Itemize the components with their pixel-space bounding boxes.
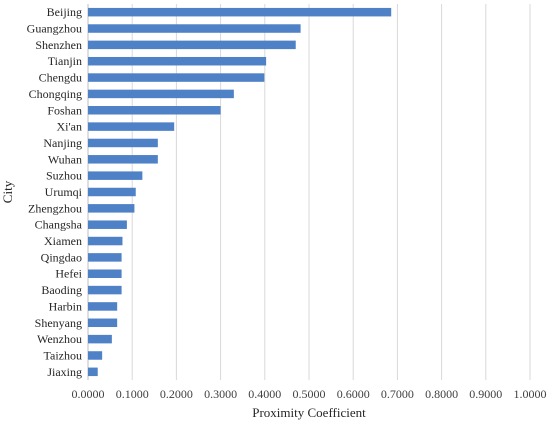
y-axis-title: City — [0, 180, 15, 203]
bar-shenyang — [88, 318, 118, 328]
category-labels: Beijing Guangzhou Shenzhen Tianjin Chengdu Ch… — [27, 5, 83, 379]
category-label: Baoding — [41, 283, 82, 297]
x-tick-label: 0.2000 — [160, 387, 193, 401]
category-label: Hefei — [55, 267, 82, 281]
bar-urumqi — [88, 187, 136, 197]
category-label: Foshan — [47, 103, 82, 117]
gridlines — [87, 4, 531, 380]
category-label: Suzhou — [46, 169, 82, 183]
category-label: Shenzhen — [35, 38, 82, 52]
x-tick-label: 0.5000 — [293, 387, 326, 401]
category-label: Xiamen — [44, 234, 82, 248]
category-label: Wenzhou — [37, 332, 82, 346]
category-label: Shenyang — [35, 316, 82, 330]
x-tick-label: 0.3000 — [204, 387, 237, 401]
bar-wenzhou — [88, 334, 112, 344]
category-label: Nanjing — [43, 136, 82, 150]
category-label: Beijing — [47, 5, 82, 19]
category-label: Xi'an — [57, 120, 83, 134]
category-label: Chongqing — [29, 87, 82, 101]
bar-chongqing — [88, 89, 234, 99]
bar-xi-an — [88, 122, 175, 131]
bar-tianjin — [88, 56, 267, 66]
bar-harbin — [88, 302, 118, 311]
category-label: Chengdu — [39, 71, 82, 85]
bar-wuhan — [88, 155, 158, 164]
x-tick-label: 0.4000 — [248, 387, 281, 401]
bar-xiamen — [88, 236, 123, 246]
category-label: Taizhou — [44, 348, 82, 362]
category-label: Qingdao — [41, 250, 82, 264]
bar-zhengzhou — [88, 204, 135, 213]
category-label: Zhengzhou — [28, 201, 82, 215]
bar-beijing — [88, 7, 392, 17]
bar-jiaxing — [88, 367, 98, 377]
category-label: Wuhan — [48, 152, 82, 166]
bar-shenzhen — [88, 40, 296, 50]
x-axis-title: Proximity Coefficient — [252, 405, 366, 420]
category-label: Changsha — [35, 218, 83, 232]
x-tick-label: 0.7000 — [381, 387, 414, 401]
category-label: Tianjin — [48, 54, 82, 68]
x-tick-label: 0.6000 — [337, 387, 370, 401]
x-tick-label: 0.8000 — [425, 387, 458, 401]
category-label: Harbin — [49, 299, 82, 313]
x-tick-label: 0.1000 — [116, 387, 149, 401]
bar-hefei — [88, 269, 122, 278]
bars — [88, 7, 392, 377]
x-tick-label: 1.0000 — [514, 387, 547, 401]
category-label: Guangzhou — [27, 22, 82, 36]
bar-guangzhou — [88, 24, 301, 33]
bar-baoding — [88, 285, 122, 295]
bar-foshan — [88, 106, 221, 115]
bar-chengdu — [88, 73, 265, 82]
bar-changsha — [88, 220, 127, 229]
bar-qingdao — [88, 253, 122, 262]
category-label: Jiaxing — [47, 365, 82, 379]
x-tick-labels: 0.0000 0.1000 0.2000 0.3000 0.4000 0.5000 0.60… — [72, 387, 547, 401]
x-tick-label: 0.0000 — [72, 387, 105, 401]
category-label: Urumqi — [45, 185, 83, 199]
x-tick-label: 0.9000 — [469, 387, 502, 401]
bar-taizhou — [88, 351, 103, 360]
bar-nanjing — [88, 138, 158, 148]
bar-suzhou — [88, 171, 143, 180]
